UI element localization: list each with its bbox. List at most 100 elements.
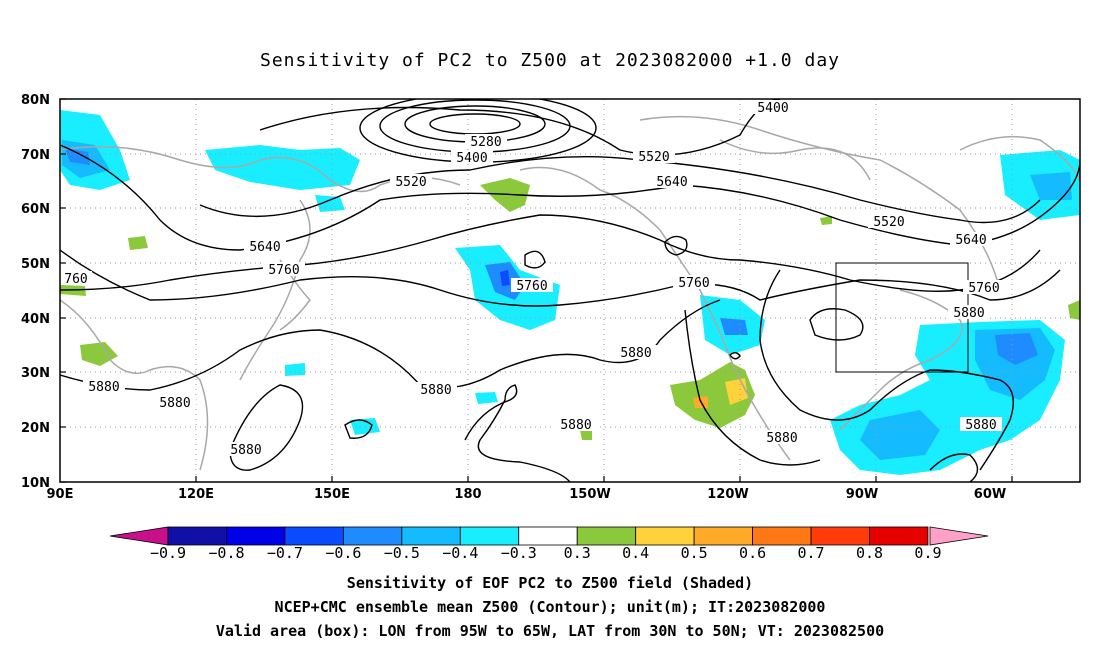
axis-ticks — [60, 98, 1013, 483]
svg-text:5880: 5880 — [560, 418, 591, 433]
svg-text:5640: 5640 — [249, 240, 280, 255]
colorbar-label: 0.9 — [914, 544, 941, 562]
footer-line-3: Valid area (box): LON from 95W to 65W, L… — [215, 622, 885, 640]
contour-labels: 5400 5280 5400 5520 5520 5640 5520 5640 … — [60, 100, 1005, 458]
contour-label-5880: 5880 — [615, 345, 657, 361]
contour-label-5400: 5400 — [451, 150, 493, 166]
svg-text:5400: 5400 — [456, 151, 487, 166]
svg-text:5880: 5880 — [965, 418, 996, 433]
colorbar-cell — [342, 526, 403, 546]
svg-text:5880: 5880 — [953, 306, 984, 321]
contour-label-5640: 5640 — [244, 239, 286, 255]
contour-label-5280: 5280 — [465, 134, 507, 150]
contour-label-5880: 5880 — [555, 417, 597, 433]
colorbar-label: 0.4 — [622, 544, 649, 562]
contour-label-5760: 5760 — [963, 280, 1005, 296]
colorbar-cell — [284, 526, 344, 546]
colorbar-label: −0.9 — [150, 544, 186, 562]
colorbar-end-low — [109, 526, 169, 546]
svg-text:5520: 5520 — [395, 175, 426, 190]
svg-text:5760: 5760 — [516, 279, 547, 294]
svg-text:5880: 5880 — [159, 396, 190, 411]
contour-label-5760: 5760 — [673, 275, 715, 291]
colorbar-label: −0.5 — [384, 544, 420, 562]
colorbar-cell — [167, 526, 227, 546]
lat-label: 20N — [21, 421, 50, 436]
colorbar-cells — [167, 526, 929, 546]
lon-label: 120E — [178, 487, 214, 502]
colorbar-cell — [226, 526, 286, 546]
contour-label-5520: 5520 — [868, 214, 910, 230]
colorbar-cell — [635, 526, 695, 546]
colorbar-label: 0.8 — [856, 544, 883, 562]
lat-label: 10N — [21, 476, 50, 491]
lon-label: 180 — [454, 487, 481, 502]
contour-label-5880: 5880 — [154, 395, 196, 411]
colorbar-label: −0.4 — [442, 544, 478, 562]
colorbar-cell — [752, 526, 812, 546]
contour-label-5520: 5520 — [633, 149, 675, 165]
colorbar-label: −0.7 — [267, 544, 303, 562]
svg-text:5520: 5520 — [873, 215, 904, 230]
svg-text:5640: 5640 — [656, 175, 687, 190]
footer-line-1: Sensitivity of EOF PC2 to Z500 field (Sh… — [346, 574, 754, 592]
contour-label-5880: 5880 — [83, 379, 125, 395]
contour-label-5880: 5880 — [225, 442, 267, 458]
colorbar-cell — [869, 526, 929, 546]
colorbar-label: 0.5 — [681, 544, 708, 562]
colorbar: −0.9 −0.8 −0.7 −0.6 −0.5 −0.4 −0.3 0.3 0.4 0.5 0.6… — [109, 526, 989, 562]
contour-label-760: 760 — [60, 271, 92, 287]
contour-label-5640: 5640 — [950, 232, 992, 248]
lat-label: 50N — [21, 257, 50, 272]
lon-label: 90W — [846, 487, 878, 502]
svg-text:5880: 5880 — [88, 380, 119, 395]
svg-text:5760: 5760 — [678, 276, 709, 291]
contour-label-5400: 5400 — [752, 100, 794, 116]
lat-label: 80N — [21, 93, 50, 108]
colorbar-label: −0.8 — [208, 544, 244, 562]
colorbar-cell — [518, 526, 578, 546]
coastlines — [60, 115, 1080, 471]
map-frame — [59, 98, 1081, 483]
latitude-labels: 80N 70N 60N 50N 40N 30N 20N 10N — [21, 93, 50, 491]
svg-text:760: 760 — [64, 272, 87, 287]
chart-title: Sensitivity of PC2 to Z500 at 2023082000… — [259, 50, 840, 71]
lat-label: 30N — [21, 366, 50, 381]
svg-text:5880: 5880 — [420, 383, 451, 398]
svg-text:5640: 5640 — [955, 233, 986, 248]
contour-label-5880: 5880 — [948, 305, 990, 321]
colorbar-label: −0.6 — [325, 544, 361, 562]
colorbar-cell — [576, 526, 637, 546]
svg-text:5520: 5520 — [638, 150, 669, 165]
lat-label: 60N — [21, 202, 50, 217]
lon-label: 90E — [47, 487, 74, 502]
negative-sensitivity-shading — [60, 110, 1080, 475]
svg-text:5880: 5880 — [230, 443, 261, 458]
svg-text:5280: 5280 — [470, 135, 501, 150]
colorbar-labels: −0.9 −0.8 −0.7 −0.6 −0.5 −0.4 −0.3 0.3 0.4 0.5 0.6… — [150, 544, 942, 562]
svg-text:5760: 5760 — [268, 263, 299, 278]
lon-label: 150W — [569, 487, 610, 502]
svg-text:5400: 5400 — [757, 101, 788, 116]
lon-label: 60W — [974, 487, 1006, 502]
contour-label-5760: 5760 — [263, 262, 305, 278]
colorbar-end-high — [929, 526, 989, 546]
colorbar-label: 0.3 — [564, 544, 591, 562]
lat-label: 40N — [21, 312, 50, 327]
svg-text:5760: 5760 — [968, 281, 999, 296]
lon-label: 150E — [314, 487, 350, 502]
footer-line-2: NCEP+CMC ensemble mean Z500 (Contour); u… — [274, 598, 826, 616]
lat-label: 70N — [21, 148, 50, 163]
svg-text:5880: 5880 — [766, 431, 797, 446]
colorbar-label: 0.6 — [739, 544, 766, 562]
svg-text:5880: 5880 — [620, 346, 651, 361]
colorbar-cell — [459, 526, 520, 546]
colorbar-cell — [693, 526, 754, 546]
lon-label: 120W — [707, 487, 748, 502]
contour-label-5520: 5520 — [390, 174, 432, 190]
contour-label-5880: 5880 — [761, 430, 803, 446]
colorbar-cell — [401, 526, 461, 546]
contour-label-5760: 5760 — [511, 278, 553, 294]
contour-label-5880: 5880 — [960, 417, 1002, 433]
